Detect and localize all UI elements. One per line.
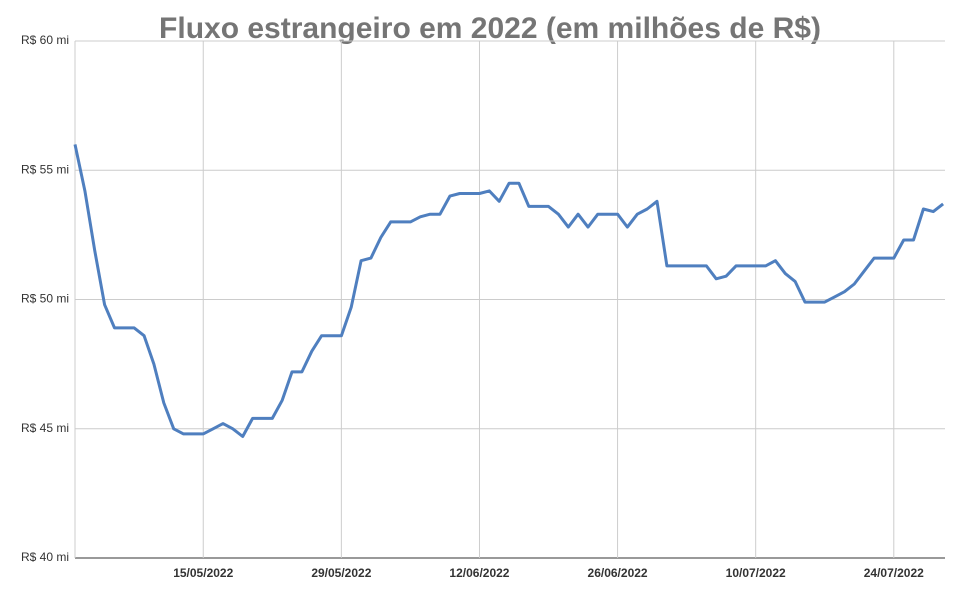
x-tick-label: 10/07/2022 bbox=[726, 566, 786, 580]
y-tick-label: R$ 60 mi bbox=[21, 33, 69, 47]
x-tick-label: 26/06/2022 bbox=[588, 566, 648, 580]
data-line bbox=[73, 144, 945, 438]
x-tick-label: 24/07/2022 bbox=[864, 566, 924, 580]
y-tick-label: R$ 45 mi bbox=[21, 421, 69, 435]
x-tick-label: 12/06/2022 bbox=[449, 566, 509, 580]
y-tick-label: R$ 50 mi bbox=[21, 292, 69, 306]
y-tick-label: R$ 55 mi bbox=[21, 162, 69, 176]
x-tick-label: 29/05/2022 bbox=[311, 566, 371, 580]
chart-title: Fluxo estrangeiro em 2022 (em milhões de… bbox=[159, 12, 821, 45]
x-tick-label: 15/05/2022 bbox=[173, 566, 233, 580]
y-tick-label: R$ 40 mi bbox=[21, 550, 69, 564]
